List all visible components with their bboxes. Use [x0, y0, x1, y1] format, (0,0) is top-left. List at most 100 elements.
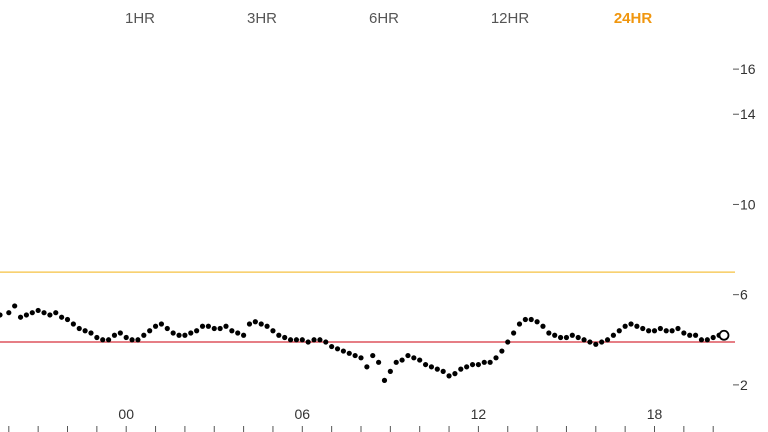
- reading-point: [646, 328, 652, 334]
- reading-point: [399, 357, 405, 363]
- reading-point: [100, 337, 106, 343]
- reading-point: [282, 334, 288, 341]
- reading-point: [111, 332, 118, 338]
- reading-point: [205, 323, 211, 329]
- reading-point: [364, 364, 370, 370]
- reading-point: [370, 352, 376, 359]
- reading-point: [299, 337, 305, 343]
- reading-point: [358, 355, 364, 361]
- x-tick-label: 06: [295, 406, 311, 422]
- reading-point: [411, 355, 417, 361]
- reading-point: [117, 330, 123, 336]
- reading-point: [381, 377, 388, 383]
- reading-point: [563, 334, 570, 341]
- reading-point: [440, 368, 446, 374]
- reading-point: [505, 339, 511, 345]
- reading-point: [651, 328, 658, 334]
- reading-point: [170, 330, 176, 336]
- reading-point: [12, 303, 18, 309]
- reading-point: [276, 332, 282, 338]
- reading-point: [23, 312, 30, 318]
- reading-point: [710, 334, 716, 341]
- reading-point: [176, 332, 182, 338]
- reading-point: [628, 321, 634, 327]
- reading-point: [528, 316, 534, 323]
- reading-point: [258, 321, 264, 327]
- reading-point: [305, 339, 311, 345]
- reading-point: [675, 325, 681, 332]
- reading-point: [634, 323, 640, 329]
- reading-point: [29, 310, 35, 316]
- tab-24hr[interactable]: 24HR: [613, 10, 653, 27]
- reading-point: [622, 323, 628, 329]
- reading-point: [82, 328, 88, 334]
- reading-point: [393, 359, 399, 365]
- reading-point: [329, 343, 335, 350]
- reading-point: [698, 337, 705, 343]
- reading-point: [59, 314, 65, 320]
- reading-point: [287, 337, 294, 343]
- reading-point: [534, 319, 540, 325]
- reading-point: [311, 337, 317, 343]
- reading-point: [241, 332, 247, 338]
- reading-point: [352, 352, 358, 359]
- reading-point: [199, 323, 206, 329]
- latest-reading-point[interactable]: [718, 329, 730, 341]
- reading-point: [35, 307, 41, 314]
- tab-3hr[interactable]: 3HR: [246, 10, 277, 27]
- reading-point: [346, 350, 352, 356]
- tab-12hr[interactable]: 12HR: [490, 10, 530, 27]
- reading-point: [340, 348, 346, 354]
- reading-point: [434, 366, 440, 372]
- reading-point: [158, 321, 165, 327]
- reading-point: [604, 337, 611, 343]
- reading-point: [105, 337, 112, 343]
- tab-6hr[interactable]: 6HR: [368, 10, 399, 27]
- reading-point: [270, 328, 276, 334]
- reading-point: [540, 323, 546, 329]
- reading-point: [481, 359, 487, 365]
- reading-point: [129, 337, 135, 343]
- reading-point: [194, 328, 200, 334]
- reading-point: [469, 361, 476, 368]
- reading-point: [681, 330, 687, 336]
- reading-point: [323, 339, 329, 345]
- reading-point: [522, 316, 528, 323]
- reading-point: [152, 323, 159, 329]
- reading-point: [417, 357, 423, 363]
- reading-point: [405, 352, 411, 359]
- data-points: [0, 303, 730, 383]
- reading-point: [569, 332, 575, 338]
- reading-point: [141, 332, 147, 338]
- reading-point: [616, 328, 622, 334]
- reading-point: [546, 330, 552, 336]
- reading-point: [687, 332, 693, 338]
- reading-point: [64, 316, 71, 323]
- reading-point: [135, 337, 141, 343]
- reading-point: [53, 310, 59, 316]
- reading-point: [70, 321, 76, 327]
- tab-1hr[interactable]: 1HR: [124, 10, 155, 27]
- reading-point: [123, 334, 129, 341]
- reading-point: [88, 330, 94, 336]
- reading-point: [692, 332, 699, 338]
- reading-point: [76, 325, 82, 332]
- x-axis: 00 06 12 18: [8, 406, 714, 432]
- reading-point: [376, 359, 382, 365]
- reading-point: [657, 325, 663, 332]
- y-tick-label: 10: [740, 196, 756, 212]
- reading-point: [252, 319, 258, 325]
- reading-point: [182, 332, 188, 338]
- reading-point: [235, 330, 241, 336]
- reading-point: [387, 368, 393, 374]
- reading-point: [446, 373, 452, 379]
- reading-point: [557, 334, 564, 341]
- y-tick-label: 6: [740, 287, 748, 303]
- reading-point: [493, 355, 499, 361]
- reading-point: [334, 346, 341, 352]
- reading-point: [217, 325, 223, 332]
- reading-point: [317, 337, 323, 343]
- reading-point: [552, 332, 558, 338]
- reading-point: [575, 334, 581, 341]
